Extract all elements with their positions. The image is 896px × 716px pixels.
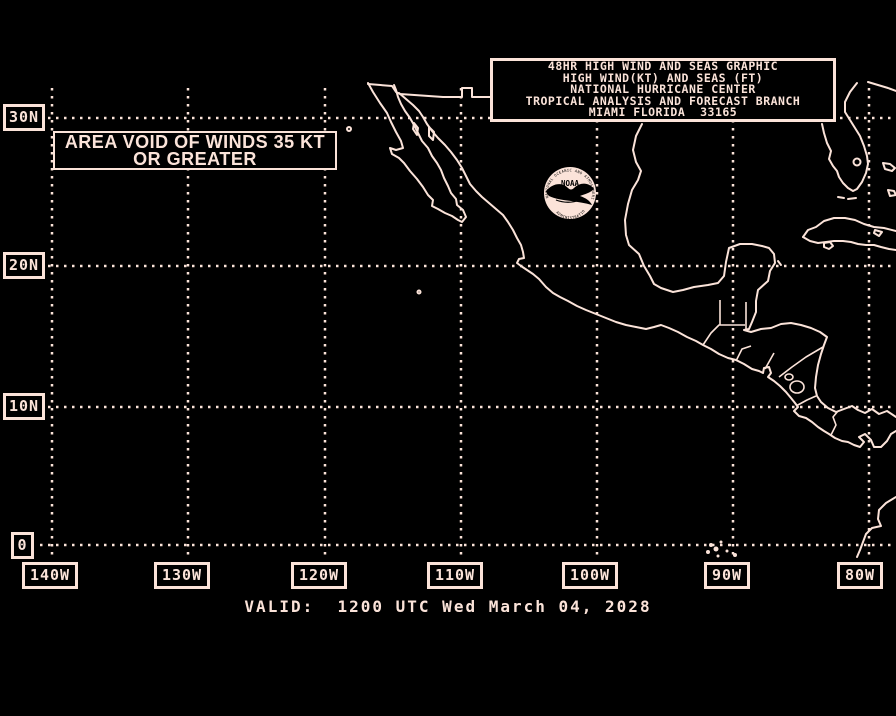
lon-label-140w: 140W — [22, 562, 78, 589]
header-line-3: NATIONAL HURRICANE CENTER — [570, 82, 756, 97]
header-line-5: MIAMI FLORIDA 33165 — [588, 105, 738, 120]
lon-label-80w: 80W — [837, 562, 883, 589]
south-america-coast — [856, 496, 896, 558]
lat-label-10n: 10N — [3, 393, 45, 420]
area-void-line-2: OR GREATER — [133, 148, 257, 169]
lon-label-120w: 120W — [291, 562, 347, 589]
lon-label-90w: 90W — [704, 562, 750, 589]
lat-label-0: 0 — [11, 532, 34, 559]
isle-of-youth — [823, 241, 834, 250]
header-line-4: TROPICAL ANALYSIS AND FORECAST BRANCH — [525, 93, 801, 108]
guadalupe-island — [346, 126, 352, 132]
socorro-island — [416, 289, 422, 295]
lon-label-130w: 130W — [154, 562, 210, 589]
cozumel-island — [777, 260, 782, 266]
noaa-logo-text: NOAA — [561, 179, 580, 188]
lat-label-20n: 20N — [3, 252, 45, 279]
pacific-coast — [398, 92, 896, 448]
baja-california-coast — [367, 82, 467, 223]
galapagos-islands — [706, 540, 737, 558]
gulf-caribbean-coast — [624, 123, 896, 418]
lake-managua — [784, 373, 794, 381]
header-line-2: HIGH WIND(KT) AND SEAS (FT) — [562, 70, 764, 85]
lon-label-100w: 100W — [562, 562, 618, 589]
political-borders — [702, 300, 839, 436]
valid-time-text: VALID: 1200 UTC Wed March 04, 2028 — [244, 597, 652, 616]
lake-okeechobee — [852, 157, 862, 167]
florida-keys — [837, 196, 857, 200]
us-mexico-border — [367, 83, 491, 98]
tiburon-island — [428, 126, 435, 141]
area-void-line-1: AREA VOID OF WINDS 35 KT — [64, 131, 326, 152]
angel-guarda-island — [412, 122, 419, 136]
lake-nicaragua — [789, 380, 805, 394]
header-line-1: 48HR HIGH WIND AND SEAS GRAPHIC — [547, 59, 779, 74]
noaa-bird-icon — [546, 183, 594, 205]
lat-label-30n: 30N — [3, 104, 45, 131]
us-atlantic-coast — [867, 81, 896, 92]
noaa-bird-wing — [555, 199, 581, 203]
cuba-south-coast — [802, 236, 896, 251]
area-void-box: AREA VOID OF WINDS 35 KT OR GREATER — [53, 131, 337, 170]
header-box: 48HR HIGH WIND AND SEAS GRAPHIC HIGH WIN… — [490, 58, 836, 122]
lon-label-110w: 110W — [427, 562, 483, 589]
coastlines — [346, 81, 896, 558]
bahamas-islands — [873, 162, 896, 237]
cuba-north-coast — [802, 217, 896, 238]
florida-coast — [821, 82, 869, 192]
